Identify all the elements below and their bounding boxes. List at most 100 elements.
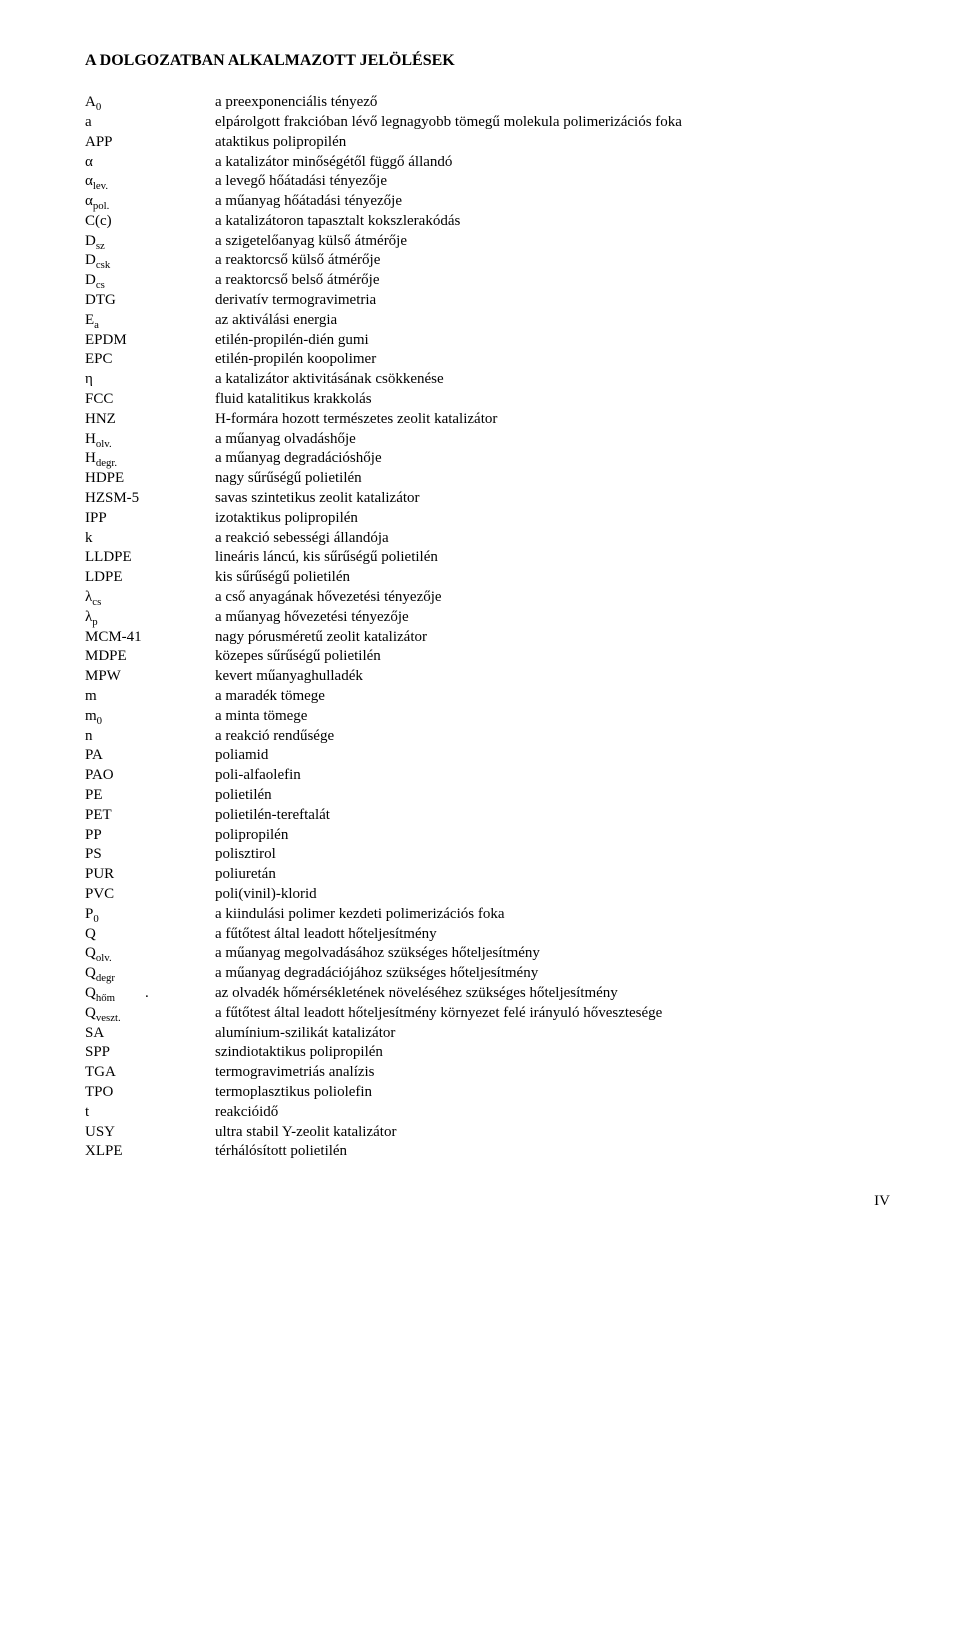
definition-cell: a cső anyagának hővezetési tényezője xyxy=(215,588,890,608)
table-row: HDPEnagy sűrűségű polietilén xyxy=(85,469,890,489)
table-row: LDPEkis sűrűségű polietilén xyxy=(85,568,890,588)
definition-cell: a műanyag degradációjához szükséges hőte… xyxy=(215,964,890,984)
table-row: MDPEközepes sűrűségű polietilén xyxy=(85,647,890,667)
definition-cell: termogravimetriás analízis xyxy=(215,1063,890,1083)
definition-cell: az olvadék hőmérsékletének növeléséhez s… xyxy=(215,984,890,1004)
symbol-cell: MCM-41 xyxy=(85,628,215,648)
table-row: treakcióidő xyxy=(85,1103,890,1123)
table-row: PURpoliuretán xyxy=(85,865,890,885)
definition-cell: poliuretán xyxy=(215,865,890,885)
table-row: APPataktikus polipropilén xyxy=(85,133,890,153)
symbol-cell: EPDM xyxy=(85,331,215,351)
definition-cell: nagy sűrűségű polietilén xyxy=(215,469,890,489)
symbol-cell: HZSM-5 xyxy=(85,489,215,509)
symbol-cell: PAO xyxy=(85,766,215,786)
definition-cell: polietilén-tereftalát xyxy=(215,806,890,826)
table-row: EPCetilén-propilén koopolimer xyxy=(85,350,890,370)
table-row: C(c)a katalizátoron tapasztalt kokszlera… xyxy=(85,212,890,232)
definition-cell: a reakció sebességi állandója xyxy=(215,529,890,549)
symbol-cell: HDPE xyxy=(85,469,215,489)
table-row: HNZH-formára hozott természetes zeolit k… xyxy=(85,410,890,430)
symbol-cell: LLDPE xyxy=(85,548,215,568)
notation-table: A0a preexponenciális tényezőaelpárolgott… xyxy=(85,93,890,1162)
definition-cell: elpárolgott frakcióban lévő legnagyobb t… xyxy=(215,113,890,133)
table-row: na reakció rendűsége xyxy=(85,727,890,747)
definition-cell: a minta tömege xyxy=(215,707,890,727)
symbol-cell: Qdegr xyxy=(85,964,215,984)
definition-cell: savas szintetikus zeolit katalizátor xyxy=(215,489,890,509)
definition-cell: termoplasztikus poliolefin xyxy=(215,1083,890,1103)
symbol-cell: t xyxy=(85,1103,215,1123)
page-title: A DOLGOZATBAN ALKALMAZOTT JELÖLÉSEK xyxy=(85,50,890,71)
symbol-cell: αpol. xyxy=(85,192,215,212)
table-row: Dsza szigetelőanyag külső átmérője xyxy=(85,232,890,252)
table-row: ηa katalizátor aktivitásának csökkenése xyxy=(85,370,890,390)
definition-cell: a katalizátor minőségétől függő állandó xyxy=(215,153,890,173)
symbol-cell: PP xyxy=(85,826,215,846)
page-number: IV xyxy=(85,1192,890,1212)
definition-cell: a levegő hőátadási tényezője xyxy=(215,172,890,192)
symbol-cell: MDPE xyxy=(85,647,215,667)
symbol-cell: m0 xyxy=(85,707,215,727)
definition-cell: etilén-propilén koopolimer xyxy=(215,350,890,370)
symbol-cell: Ea xyxy=(85,311,215,331)
table-row: P0a kiindulási polimer kezdeti polimeriz… xyxy=(85,905,890,925)
definition-cell: szindiotaktikus polipropilén xyxy=(215,1043,890,1063)
definition-cell: a műanyag hőátadási tényezője xyxy=(215,192,890,212)
table-row: PSpolisztirol xyxy=(85,845,890,865)
symbol-cell: PE xyxy=(85,786,215,806)
symbol-cell: XLPE xyxy=(85,1142,215,1162)
table-row: PETpolietilén-tereftalát xyxy=(85,806,890,826)
table-row: PAOpoli-alfaolefin xyxy=(85,766,890,786)
definition-cell: a műanyag degradációshője xyxy=(215,449,890,469)
definition-cell: közepes sűrűségű polietilén xyxy=(215,647,890,667)
table-row: Dcsa reaktorcső belső átmérője xyxy=(85,271,890,291)
table-row: Qhőm .az olvadék hőmérsékletének növelés… xyxy=(85,984,890,1004)
table-row: TGAtermogravimetriás analízis xyxy=(85,1063,890,1083)
table-row: XLPEtérhálósított polietilén xyxy=(85,1142,890,1162)
symbol-cell: SPP xyxy=(85,1043,215,1063)
symbol-cell: Dsz xyxy=(85,232,215,252)
table-row: ka reakció sebességi állandója xyxy=(85,529,890,549)
symbol-cell: PS xyxy=(85,845,215,865)
symbol-cell: USY xyxy=(85,1123,215,1143)
symbol-cell: MPW xyxy=(85,667,215,687)
definition-cell: poli-alfaolefin xyxy=(215,766,890,786)
symbol-cell: PUR xyxy=(85,865,215,885)
table-row: Qolv.a műanyag megolvadásához szükséges … xyxy=(85,944,890,964)
definition-cell: a műanyag olvadáshője xyxy=(215,430,890,450)
table-row: PApoliamid xyxy=(85,746,890,766)
definition-cell: ultra stabil Y-zeolit katalizátor xyxy=(215,1123,890,1143)
table-row: Eaaz aktiválási energia xyxy=(85,311,890,331)
symbol-cell: APP xyxy=(85,133,215,153)
symbol-cell: n xyxy=(85,727,215,747)
table-row: A0a preexponenciális tényező xyxy=(85,93,890,113)
symbol-cell: FCC xyxy=(85,390,215,410)
table-row: Qdegra műanyag degradációjához szükséges… xyxy=(85,964,890,984)
definition-cell: a fűtőtest által leadott hőteljesítmény xyxy=(215,925,890,945)
symbol-cell: SA xyxy=(85,1024,215,1044)
definition-cell: térhálósított polietilén xyxy=(215,1142,890,1162)
definition-cell: nagy pórusméretű zeolit katalizátor xyxy=(215,628,890,648)
table-row: PEpolietilén xyxy=(85,786,890,806)
table-row: EPDMetilén-propilén-dién gumi xyxy=(85,331,890,351)
table-row: αa katalizátor minőségétől függő állandó xyxy=(85,153,890,173)
symbol-cell: EPC xyxy=(85,350,215,370)
symbol-cell: λcs xyxy=(85,588,215,608)
definition-cell: a katalizátoron tapasztalt kokszlerakódá… xyxy=(215,212,890,232)
table-row: PVCpoli(vinil)-klorid xyxy=(85,885,890,905)
symbol-cell: Dcsk xyxy=(85,251,215,271)
definition-cell: H-formára hozott természetes zeolit kata… xyxy=(215,410,890,430)
symbol-cell: PVC xyxy=(85,885,215,905)
symbol-cell: Q xyxy=(85,925,215,945)
symbol-cell: A0 xyxy=(85,93,215,113)
symbol-cell: αlev. xyxy=(85,172,215,192)
table-row: HZSM-5savas szintetikus zeolit katalizát… xyxy=(85,489,890,509)
symbol-cell: IPP xyxy=(85,509,215,529)
symbol-cell: TPO xyxy=(85,1083,215,1103)
symbol-cell: P0 xyxy=(85,905,215,925)
table-row: DTGderivatív termogravimetria xyxy=(85,291,890,311)
definition-cell: kis sűrűségű polietilén xyxy=(215,568,890,588)
table-row: λpa műanyag hővezetési tényezője xyxy=(85,608,890,628)
definition-cell: a műanyag hővezetési tényezője xyxy=(215,608,890,628)
